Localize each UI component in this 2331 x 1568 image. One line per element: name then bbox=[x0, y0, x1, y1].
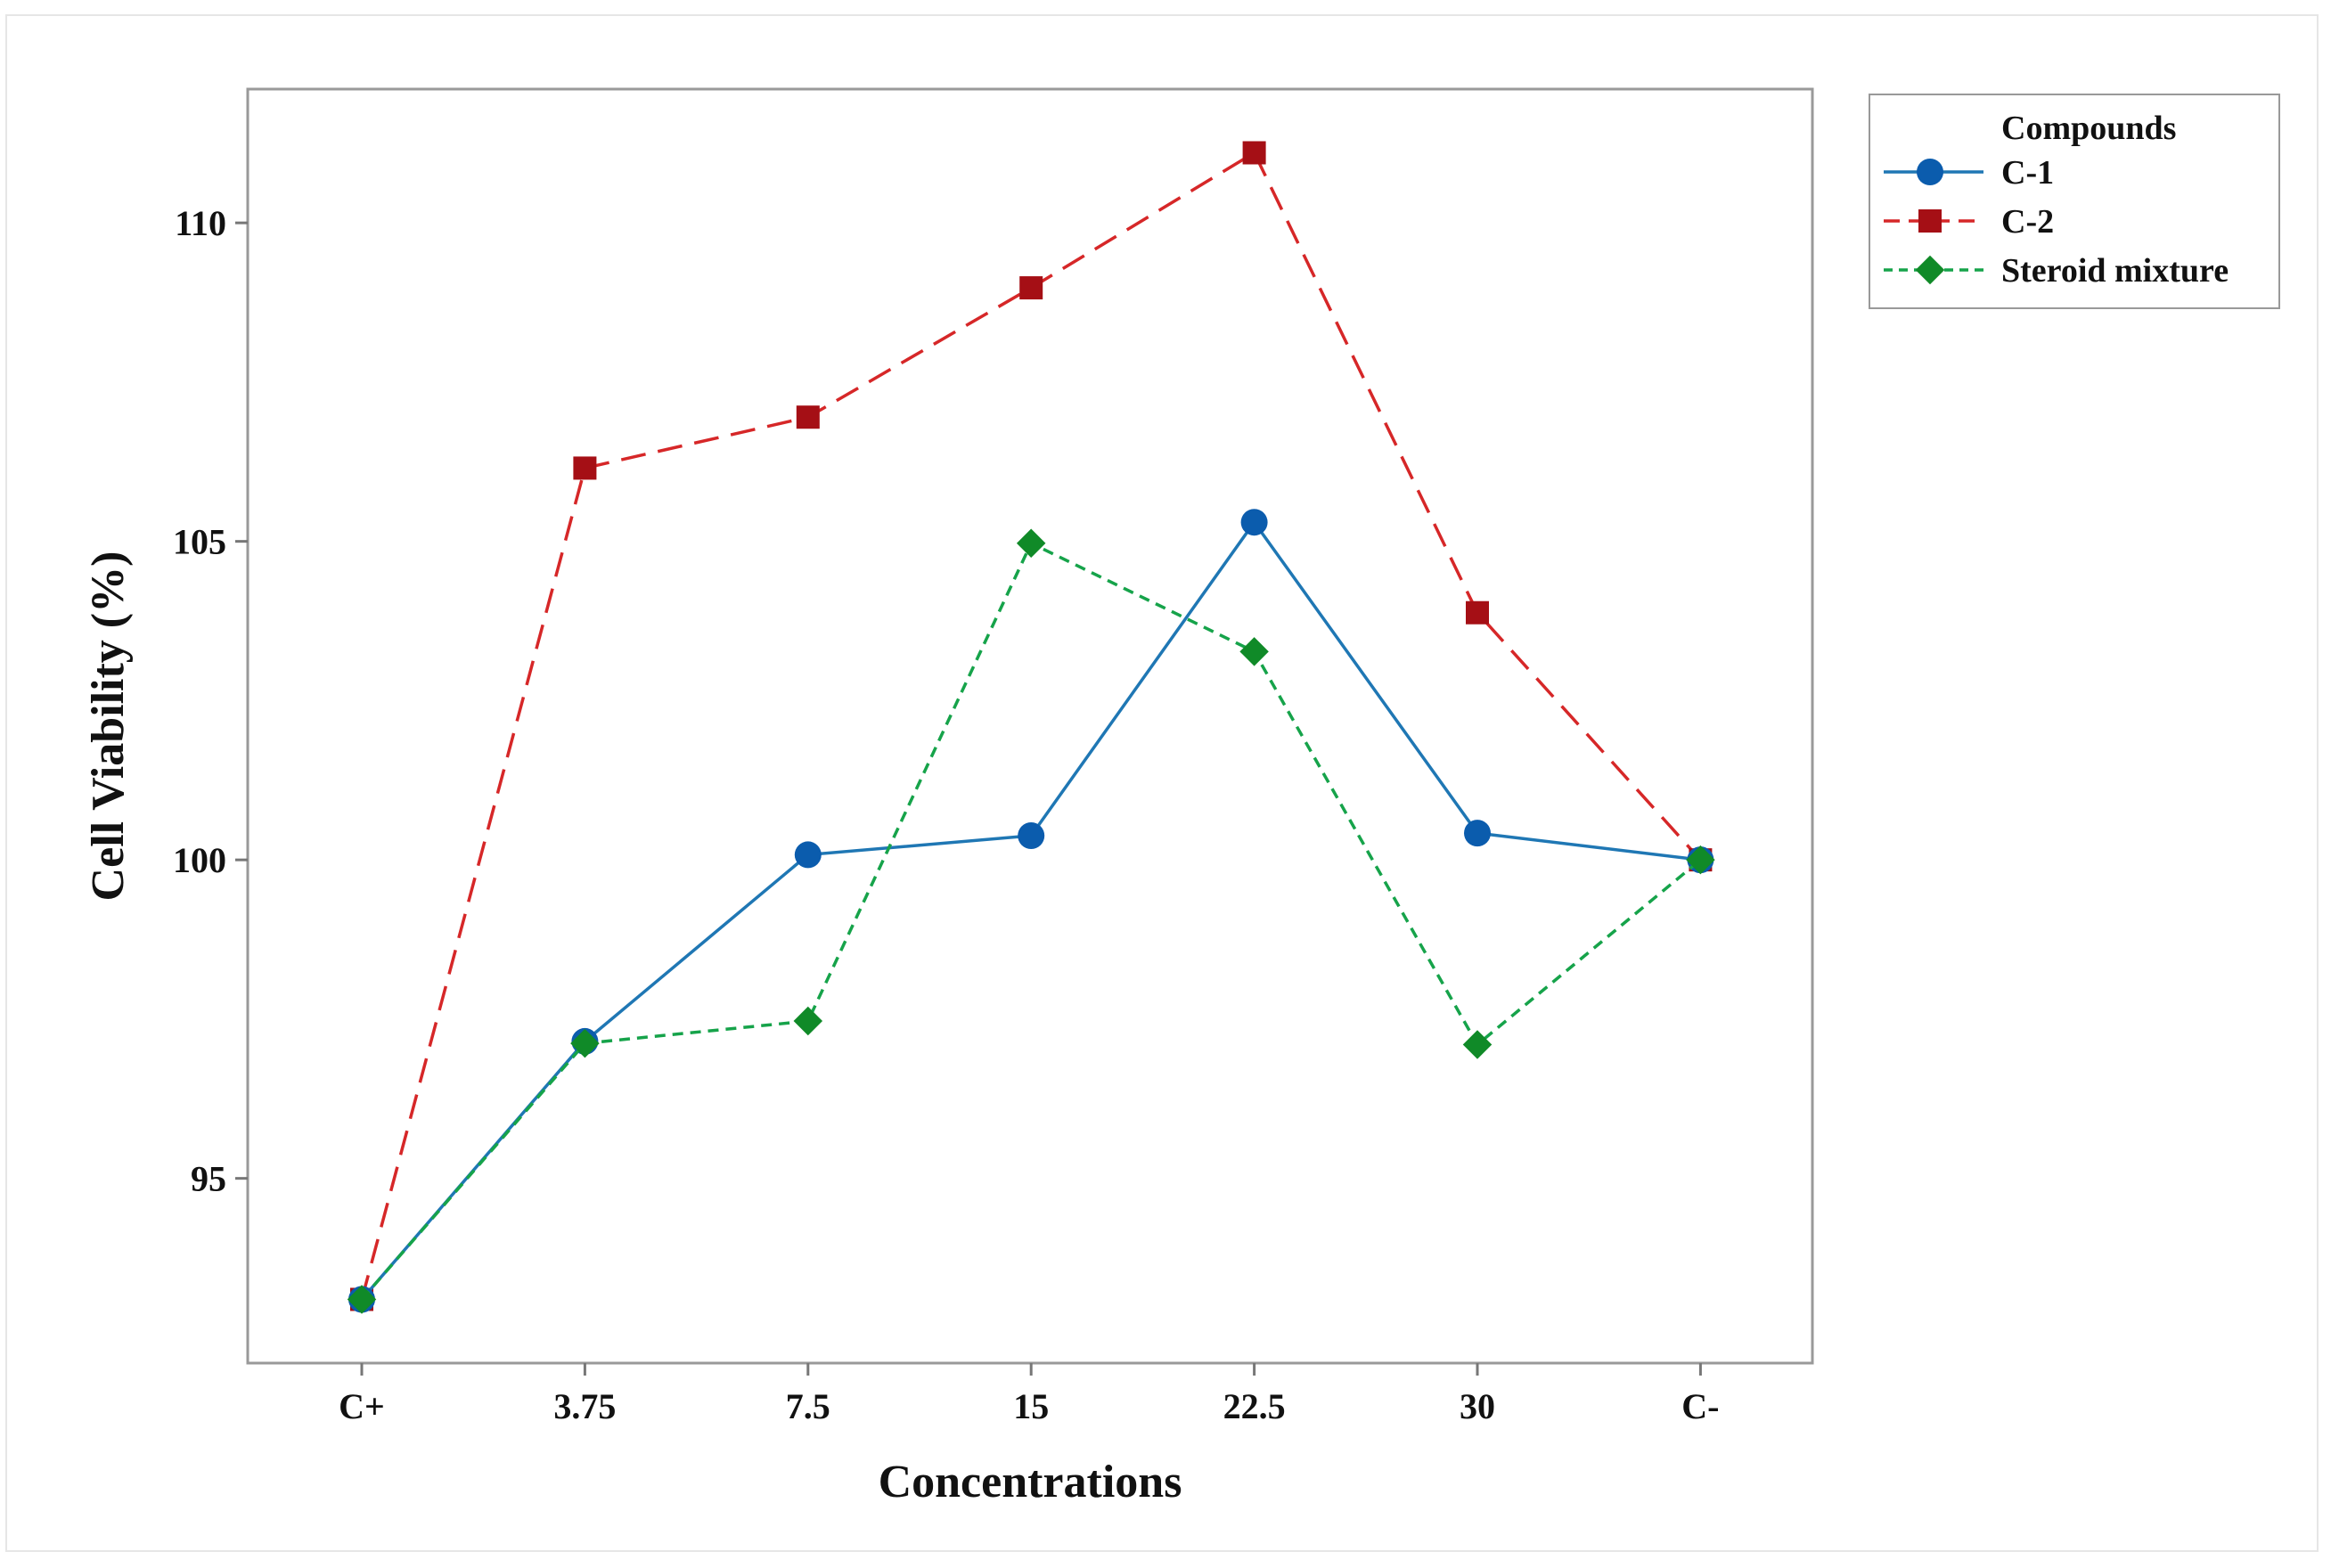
data-point bbox=[1242, 141, 1266, 165]
x-tick-label: 22.5 bbox=[1223, 1386, 1286, 1426]
data-point bbox=[1240, 509, 1268, 536]
x-tick-label: C+ bbox=[339, 1386, 385, 1426]
data-point bbox=[573, 456, 597, 480]
data-point bbox=[1686, 845, 1715, 875]
y-tick-label: 95 bbox=[191, 1159, 226, 1199]
y-tick-label: 100 bbox=[173, 840, 226, 880]
data-point bbox=[570, 1028, 600, 1058]
data-point bbox=[793, 1006, 823, 1036]
x-tick-label: 30 bbox=[1460, 1386, 1495, 1426]
data-point bbox=[1462, 1030, 1493, 1059]
data-point bbox=[794, 841, 822, 869]
legend-marker bbox=[1917, 159, 1943, 185]
data-point bbox=[1019, 276, 1043, 300]
series-layer bbox=[347, 141, 1715, 1314]
x-tick-label: 3.75 bbox=[553, 1386, 616, 1426]
data-point bbox=[1018, 821, 1045, 849]
legend-items: C-1 C-2 Steroid mixture bbox=[1884, 154, 2229, 290]
x-axis: C+ 3.75 7.5 15 22.5 30 C- bbox=[339, 1363, 1720, 1426]
y-axis: 95 100 105 110 bbox=[173, 203, 248, 1199]
y-axis-title: Cell Viability (%) bbox=[83, 551, 134, 902]
x-axis-title: Concentrations bbox=[879, 1457, 1182, 1507]
legend-title: Compounds bbox=[2001, 110, 2176, 147]
data-point bbox=[1464, 820, 1491, 847]
data-point bbox=[347, 1285, 377, 1314]
y-tick-label: 105 bbox=[173, 522, 226, 562]
data-point bbox=[796, 405, 820, 429]
x-tick-label: 7.5 bbox=[786, 1386, 830, 1426]
legend-item: C-1 bbox=[1884, 154, 2054, 192]
legend-label: Steroid mixture bbox=[2001, 252, 2229, 290]
data-point bbox=[1239, 637, 1269, 666]
legend-marker bbox=[1915, 255, 1945, 285]
x-tick-label: C- bbox=[1681, 1386, 1719, 1426]
y-tick-label: 110 bbox=[175, 203, 226, 243]
legend: Compounds C-1 C-2 Steroid mixture bbox=[1869, 94, 2280, 309]
legend-item: C-2 bbox=[1884, 203, 2054, 241]
plot-area bbox=[246, 87, 1814, 1365]
data-point bbox=[1466, 600, 1489, 625]
x-tick-label: 15 bbox=[1013, 1386, 1049, 1426]
legend-label: C-1 bbox=[2001, 154, 2054, 192]
legend-label: C-2 bbox=[2001, 203, 2054, 241]
legend-item: Steroid mixture bbox=[1884, 252, 2229, 290]
series-steroid-mixture bbox=[347, 528, 1715, 1314]
data-point bbox=[1016, 528, 1046, 559]
legend-marker bbox=[1918, 209, 1942, 233]
